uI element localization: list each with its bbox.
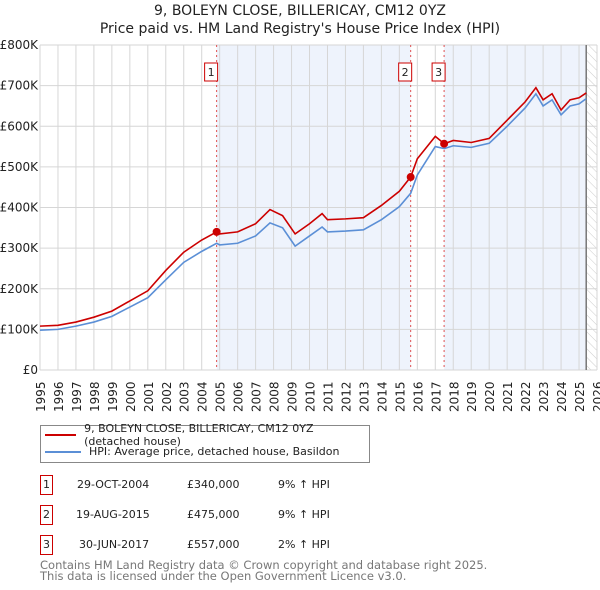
sale-row: 2 19-AUG-2015 £475,000 9% ↑ HPI (40, 505, 440, 525)
sale-hpi: 9% ↑ HPI (278, 508, 330, 521)
x-tick-label: 2000 (124, 381, 138, 412)
x-tick-label: 2019 (465, 381, 479, 412)
x-tick-label: 2004 (196, 381, 210, 412)
sale-date: 19-AUG-2015 (76, 508, 150, 521)
plot-area: 1995 1996 1997 1998 1999 2000 2001 2002 2003 2004… (0, 38, 600, 412)
sale-marker-box (398, 62, 413, 82)
y-tick-label: £800K (0, 38, 39, 52)
y-tick-label: £200K (0, 282, 39, 296)
x-tick-label: 2011 (321, 381, 335, 412)
y-tick-label: £0 (23, 363, 38, 377)
x-tick-label: 1996 (52, 381, 66, 412)
legend-swatch-blue (45, 450, 81, 453)
sale-point (440, 139, 449, 148)
footer: Contains HM Land Registry data © Crown c… (40, 558, 488, 583)
hpi-line (39, 92, 587, 331)
x-tick-label: 2016 (411, 381, 425, 412)
legend: 9, BOLEYN CLOSE, BILLERICAY, CM12 0YZ (d… (40, 421, 370, 463)
x-tick-label: 2025 (573, 381, 587, 412)
x-tick-label: 2015 (393, 381, 407, 412)
sale-date: 29-OCT-2004 (77, 478, 150, 491)
legend-label-property: 9, BOLEYN CLOSE, BILLERICAY, CM12 0YZ (d… (84, 421, 314, 448)
y-tick-label: £500K (0, 160, 39, 174)
x-tick-label: 2017 (429, 381, 443, 412)
sale-row: 3 30-JUN-2017 £557,000 2% ↑ HPI (40, 535, 440, 555)
x-tick-label: 1999 (106, 381, 120, 412)
sale-hpi: 2% ↑ HPI (278, 538, 330, 551)
x-tick-label: 2026 (591, 381, 600, 412)
x-tick-label: 2001 (142, 381, 156, 412)
sale-marker-label: 3 (435, 66, 442, 79)
x-tick-label: 2009 (286, 381, 300, 412)
sale-number: 3 (40, 535, 53, 555)
sale-number: 1 (40, 475, 53, 495)
x-tick-label: 2014 (375, 381, 389, 412)
x-tick-label: 2013 (357, 381, 371, 412)
y-tick-label: £400K (0, 201, 39, 215)
sale-marker-label: 1 (208, 66, 215, 79)
y-tick-label: £300K (0, 241, 39, 255)
x-tick-label: 2002 (160, 381, 174, 412)
x-tick-label: 2010 (304, 381, 318, 412)
x-tick-label: 2012 (339, 381, 353, 412)
sale-price: £340,000 (187, 478, 240, 491)
x-tick-label: 2003 (178, 381, 192, 412)
footer-copyright: Contains HM Land Registry data © Crown c… (40, 558, 488, 572)
x-tick-label: 2008 (268, 381, 282, 412)
x-tick-label: 2021 (501, 381, 515, 412)
x-tick-label: 1995 (34, 381, 48, 412)
sale-number: 2 (40, 505, 53, 525)
y-tick-label: £100K (0, 322, 39, 336)
x-tick-label: 2007 (250, 381, 264, 412)
x-tick-label: 2022 (519, 381, 533, 412)
sale-marker-box (204, 62, 219, 82)
sale-price: £557,000 (187, 538, 240, 551)
legend-swatch-red (45, 433, 77, 436)
x-tick-label: 2005 (214, 381, 228, 412)
x-tick-label: 1997 (70, 381, 84, 412)
chart-subtitle: Price paid vs. HM Land Registry's House … (99, 21, 501, 37)
legend-label-hpi: HPI: Average price, detached house, Basi… (89, 445, 340, 458)
sale-point (406, 173, 415, 182)
y-tick-label: £700K (0, 79, 39, 93)
x-tick-label: 2024 (555, 381, 569, 412)
chart-title: 9, BOLEYN CLOSE, BILLERICAY, CM12 0YZ (154, 3, 446, 19)
sale-marker-box (431, 62, 446, 82)
sale-price: £475,000 (187, 508, 240, 521)
sale-row: 1 29-OCT-2004 £340,000 9% ↑ HPI (40, 475, 440, 495)
sale-point (212, 227, 221, 236)
x-tick-label: 2006 (232, 381, 246, 412)
sale-date: 30-JUN-2017 (79, 538, 150, 551)
x-tick-label: 2018 (447, 381, 461, 412)
price-line (39, 86, 587, 327)
y-tick-label: £600K (0, 119, 39, 133)
sale-marker-label: 2 (402, 66, 409, 79)
x-tick-label: 2023 (537, 381, 551, 412)
sale-hpi: 9% ↑ HPI (278, 478, 330, 491)
footer-licence: This data is licensed under the Open Gov… (40, 569, 407, 583)
x-tick-label: 2020 (483, 381, 497, 412)
x-tick-label: 1998 (88, 381, 102, 412)
